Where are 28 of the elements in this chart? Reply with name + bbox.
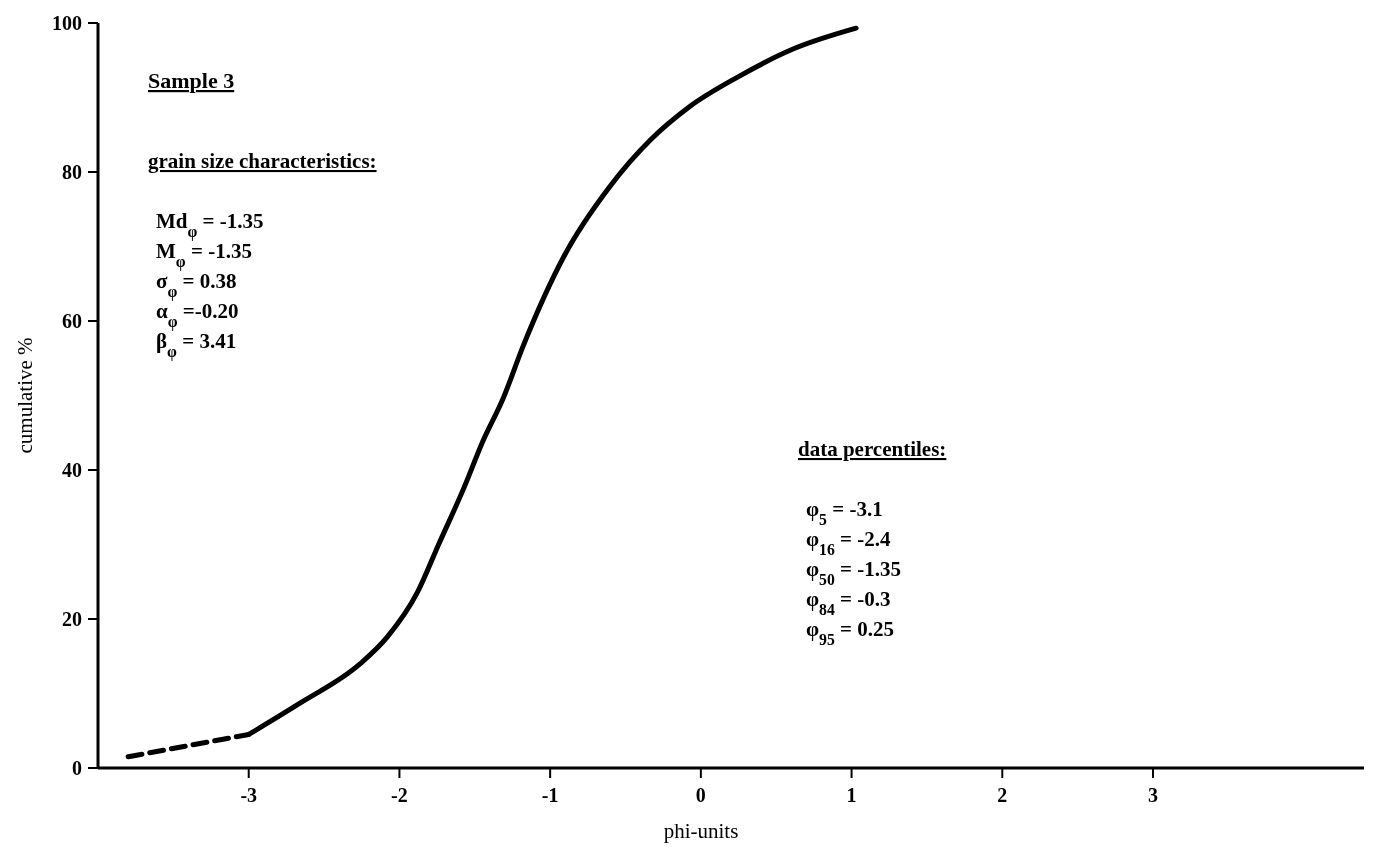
x-tick-label: -2 [391, 784, 408, 806]
y-tick-label: 40 [62, 459, 82, 481]
annotation: φ$_{84}$ = -0.3 [806, 587, 891, 618]
annotation: φ$_{5}$ = -3.1 [806, 497, 883, 528]
x-tick-label: 1 [846, 784, 857, 806]
y-tick-label: 100 [52, 12, 82, 34]
annotation: grain size characteristics: [148, 149, 377, 173]
annotation: φ$_{95}$ = 0.25 [806, 617, 895, 648]
annotation: β$_{φ}$ = 3.41 [156, 329, 237, 361]
y-axis-title: cumulative % [13, 337, 37, 454]
x-tick-label: -1 [541, 784, 559, 806]
y-tick-label: 80 [62, 161, 82, 183]
text: Sample 3 [148, 68, 235, 93]
y-tick-label: 20 [62, 608, 82, 630]
x-axis-title: phi-units [663, 819, 739, 843]
y-tick-label: 0 [72, 757, 82, 779]
y-tick-label: 60 [62, 310, 82, 332]
annotation: φ$_{16}$ = -2.4 [806, 527, 892, 558]
x-tick-label: 0 [695, 784, 706, 806]
annotation: data percentiles: [798, 437, 947, 461]
annotation: Md$_{φ}$ = -1.35 [156, 209, 264, 241]
annotation: σ$_{φ}$ = 0.38 [156, 269, 237, 301]
annotation: α$_{φ}$ =-0.20 [156, 299, 239, 331]
x-tick-label: 3 [1148, 784, 1158, 806]
x-tick-label: 2 [997, 784, 1008, 806]
annotation: M$_{φ}$ = -1.35 [156, 239, 252, 271]
x-tick-label: -3 [240, 784, 258, 806]
annotation: φ$_{50}$ = -1.35 [806, 557, 902, 588]
